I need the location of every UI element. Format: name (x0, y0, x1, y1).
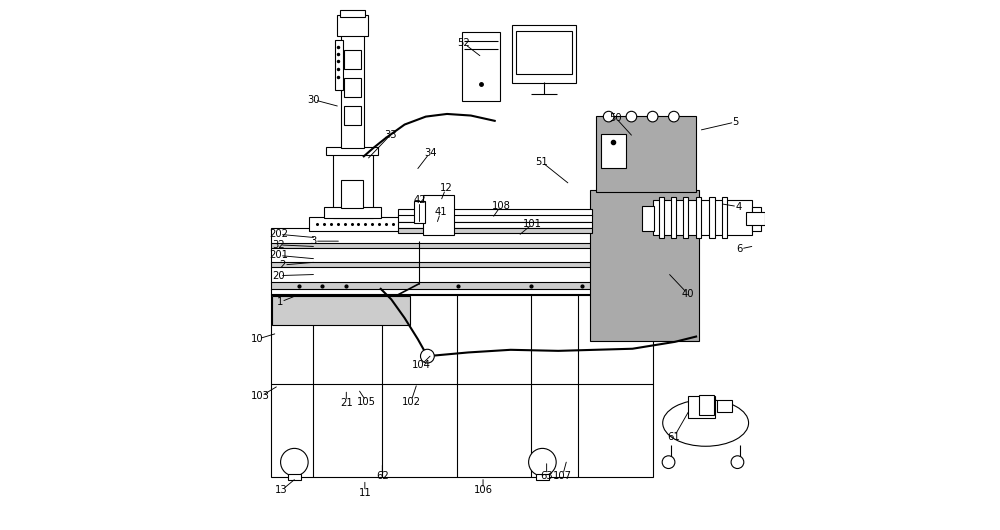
Bar (512, 25, 576, 83)
Bar (344, 50, 361, 69)
Text: 50: 50 (609, 113, 622, 122)
Text: 21: 21 (340, 398, 353, 408)
Bar (288, 474, 301, 480)
Text: 10: 10 (251, 334, 264, 344)
Text: 105: 105 (357, 397, 376, 407)
Text: 5: 5 (733, 117, 739, 127)
Text: 33: 33 (384, 130, 397, 140)
Bar (671, 197, 676, 238)
Text: 63: 63 (540, 471, 553, 481)
Text: 61: 61 (667, 432, 680, 442)
Bar (271, 289, 653, 295)
Circle shape (603, 111, 614, 122)
Text: 4: 4 (735, 202, 742, 211)
Bar (696, 197, 701, 238)
Bar (462, 32, 500, 101)
Bar (335, 40, 343, 90)
Bar (344, 106, 361, 125)
Circle shape (420, 349, 434, 363)
Bar (341, 180, 363, 208)
Text: 6: 6 (736, 244, 743, 254)
Text: 32: 32 (272, 240, 285, 250)
Text: 108: 108 (492, 201, 510, 210)
Bar (642, 206, 654, 231)
Text: 52: 52 (458, 39, 470, 48)
Circle shape (662, 456, 675, 469)
Circle shape (626, 111, 637, 122)
Bar (423, 195, 454, 235)
Text: 40: 40 (682, 289, 694, 299)
Bar (333, 148, 373, 218)
Bar (398, 228, 592, 233)
Bar (398, 209, 592, 216)
Bar (341, 34, 364, 148)
Circle shape (731, 456, 744, 469)
Bar (344, 78, 361, 97)
Text: 30: 30 (307, 95, 320, 104)
Text: 202: 202 (269, 229, 288, 239)
Circle shape (281, 448, 308, 476)
Bar (683, 197, 688, 238)
Text: 101: 101 (523, 219, 542, 228)
Bar (699, 395, 714, 415)
Bar (337, 15, 368, 36)
Bar (752, 207, 761, 231)
Bar (414, 201, 425, 223)
Bar (271, 248, 653, 263)
Bar (709, 197, 715, 238)
Bar (601, 134, 626, 168)
Text: 201: 201 (269, 251, 288, 260)
Text: 2: 2 (280, 260, 286, 270)
Text: 104: 104 (412, 360, 431, 369)
Bar (596, 116, 696, 192)
Text: 51: 51 (535, 157, 548, 166)
Bar (326, 147, 378, 155)
Circle shape (647, 111, 658, 122)
Text: 62: 62 (376, 471, 389, 481)
Bar (516, 31, 572, 74)
Text: 1: 1 (277, 297, 283, 307)
Bar (340, 10, 365, 17)
Bar (271, 282, 653, 290)
Bar (309, 217, 399, 231)
Circle shape (529, 448, 556, 476)
Ellipse shape (663, 400, 749, 446)
Text: 34: 34 (424, 148, 436, 157)
Bar (271, 294, 653, 477)
Text: 106: 106 (474, 485, 493, 495)
Text: 107: 107 (553, 471, 572, 481)
Bar (653, 200, 752, 235)
Bar (536, 474, 549, 480)
Bar (272, 296, 410, 325)
Bar (271, 243, 653, 249)
Bar (271, 262, 653, 268)
Bar (659, 197, 664, 238)
Text: 103: 103 (251, 392, 270, 401)
Bar (398, 222, 592, 228)
Bar (271, 267, 653, 283)
Bar (324, 207, 381, 218)
Text: 102: 102 (401, 397, 420, 407)
Text: 11: 11 (358, 488, 371, 498)
Bar (271, 228, 653, 244)
Text: 42: 42 (413, 196, 426, 205)
Bar (746, 212, 765, 225)
Circle shape (669, 111, 679, 122)
Bar (722, 197, 727, 238)
Text: 3: 3 (310, 236, 317, 246)
Bar (590, 190, 699, 341)
Text: 20: 20 (272, 271, 285, 280)
Text: 13: 13 (275, 485, 288, 495)
Bar (688, 396, 715, 418)
Bar (717, 400, 732, 412)
Text: 12: 12 (440, 183, 452, 193)
Text: 41: 41 (434, 207, 447, 217)
Bar (398, 215, 592, 222)
